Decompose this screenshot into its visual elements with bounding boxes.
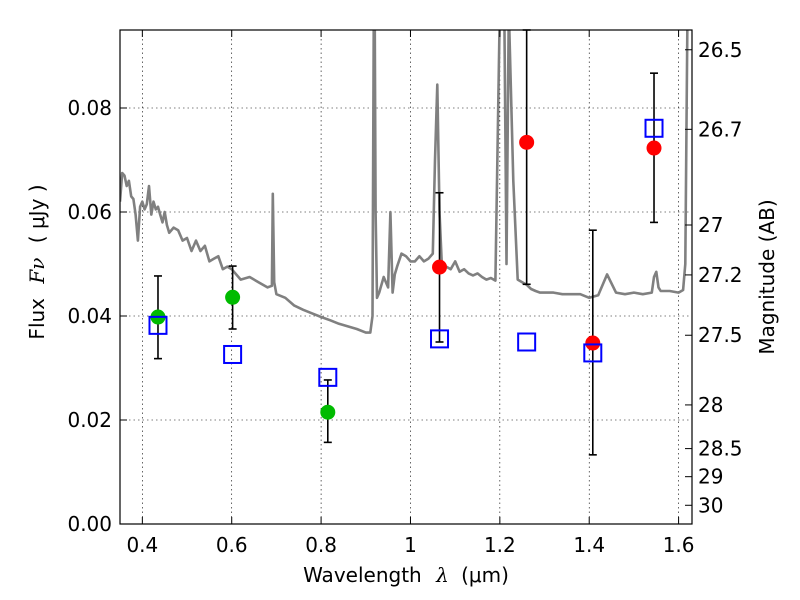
x-axis-label-symbol: λ	[435, 563, 449, 587]
model-spectrum-line	[120, 30, 689, 334]
y-axis-label-unit: ( μJy )	[25, 184, 49, 243]
model-band-fluxes-square	[430, 329, 450, 349]
marker-layer	[148, 29, 664, 456]
red-points-point	[646, 140, 662, 156]
model-band-fluxes-square	[644, 118, 664, 138]
y2-tick-label: 27.2	[698, 263, 743, 287]
x-axis-label-text: Wavelength	[303, 563, 422, 587]
x-tick-label: 1.4	[573, 533, 605, 557]
x-tick-label: 0.4	[126, 533, 158, 557]
model-band-fluxes-square	[223, 344, 243, 364]
x-tick-label: 1.6	[663, 533, 695, 557]
plot-frame	[119, 29, 693, 525]
x-tick-label: 1.2	[484, 533, 516, 557]
y2-tick-label: 27.5	[698, 323, 743, 347]
y2-tick-label: 28	[698, 393, 723, 417]
model-band-fluxes-square	[148, 315, 168, 335]
x-tick-label: 0.8	[305, 533, 337, 557]
y2-tick-label: 30	[698, 493, 723, 517]
x-axis-label: Wavelength λ (μm)	[303, 563, 509, 587]
data-layer	[120, 30, 689, 334]
green-points-point	[225, 289, 241, 305]
model-band-fluxes-square	[583, 343, 603, 363]
y2-axis-label: Magnitude (AB)	[755, 199, 779, 354]
green-points-point	[320, 404, 336, 420]
y2-tick-label: 26.7	[698, 117, 743, 141]
y-tick-label: 0.00	[67, 512, 112, 536]
y2-tick-label: 28.5	[698, 437, 743, 461]
y-axis-label-text: Flux	[25, 298, 49, 340]
red-points-point	[585, 335, 601, 351]
x-tick-label: 1	[404, 533, 417, 557]
model-band-fluxes-square	[318, 367, 338, 387]
y-axis-label-symbol: Fν	[25, 258, 49, 285]
x-axis-label-unit: (μm)	[461, 563, 509, 587]
y-tick-label: 0.06	[67, 200, 112, 224]
y2-tick-label: 26.5	[698, 38, 743, 62]
y-tick-label: 0.04	[67, 304, 112, 328]
ticks: 0.4 0.6 0.8 1 1.2 1.4 1.6 0.00 0.02 0.04 0.06 0.08 2…	[67, 30, 743, 557]
y2-tick-label: 27	[698, 213, 723, 237]
red-points-point	[519, 134, 535, 150]
model-band-fluxes-square	[517, 332, 537, 352]
red-points-point	[432, 259, 448, 275]
y2-tick-label: 29	[698, 465, 723, 489]
plot-area	[120, 30, 692, 524]
grid	[120, 30, 692, 524]
x-tick-label: 0.6	[216, 533, 248, 557]
y-tick-label: 0.02	[67, 408, 112, 432]
y-axis-label: Flux Fν ( μJy )	[25, 184, 49, 339]
y-tick-label: 0.08	[67, 96, 112, 120]
